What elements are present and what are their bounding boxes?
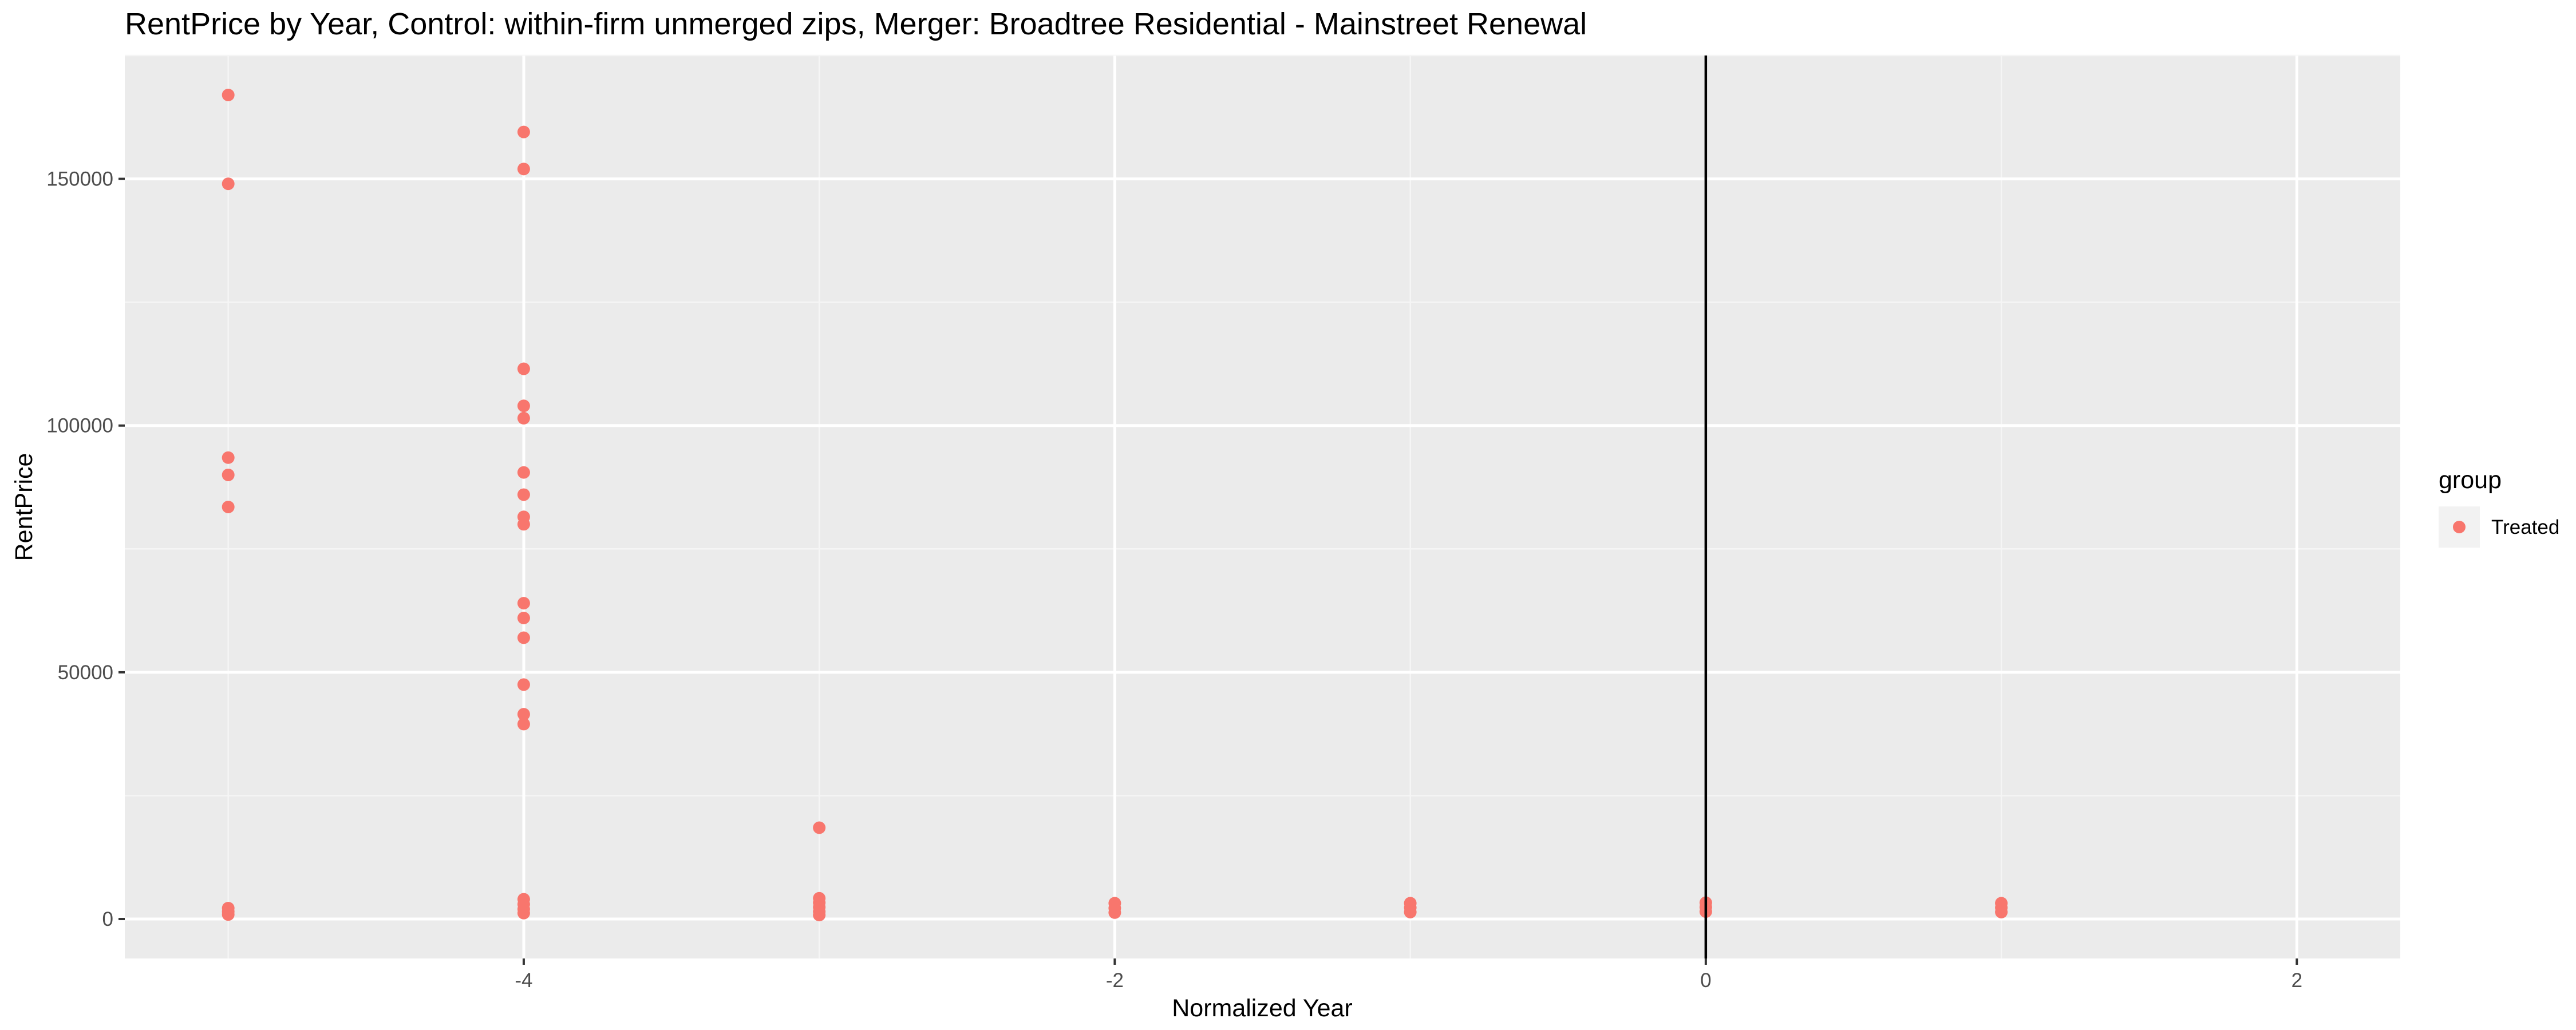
- data-point: [517, 466, 530, 479]
- chart-title: RentPrice by Year, Control: within-firm …: [125, 7, 1587, 41]
- data-point: [517, 678, 530, 691]
- y-tick-label: 150000: [46, 168, 113, 191]
- x-tick-label: -4: [515, 969, 532, 992]
- plot-panel: [125, 56, 2400, 958]
- y-tick-label: 0: [102, 908, 113, 930]
- data-point: [222, 451, 235, 464]
- legend-title: group: [2439, 466, 2502, 494]
- data-point: [1108, 906, 1121, 919]
- y-axis-title: RentPrice: [10, 453, 38, 561]
- legend-label-treated: Treated: [2491, 516, 2559, 538]
- y-tick-label: 100000: [46, 415, 113, 437]
- data-point: [517, 518, 530, 531]
- data-point: [517, 125, 530, 138]
- y-tick-label: 50000: [58, 661, 113, 684]
- data-point: [222, 908, 235, 921]
- data-points: [222, 88, 2008, 922]
- data-point: [813, 821, 826, 834]
- x-axis-ticks: -4 -2 0 2: [515, 958, 2302, 992]
- x-tick-label: 2: [2291, 969, 2302, 992]
- data-point: [517, 906, 530, 920]
- legend: group Treated: [2439, 466, 2559, 548]
- data-point: [222, 501, 235, 513]
- x-tick-label: 0: [1700, 969, 1711, 992]
- legend-key-dot: [2453, 521, 2466, 533]
- data-point: [517, 362, 530, 375]
- data-point: [517, 718, 530, 731]
- data-point: [517, 163, 530, 176]
- data-point: [517, 631, 530, 644]
- y-axis-ticks: 0 50000 100000 150000: [46, 168, 125, 930]
- data-point: [1404, 905, 1417, 918]
- x-tick-label: -2: [1106, 969, 1124, 992]
- x-axis-title: Normalized Year: [1172, 995, 1353, 1022]
- data-point: [517, 399, 530, 413]
- data-point: [517, 612, 530, 625]
- data-point: [517, 597, 530, 610]
- data-point: [222, 177, 235, 191]
- minor-gridlines: [125, 54, 2400, 958]
- data-point: [517, 708, 530, 721]
- data-point: [222, 468, 235, 481]
- data-point: [222, 88, 235, 101]
- data-point: [517, 411, 530, 425]
- data-point: [813, 909, 826, 922]
- data-point: [1995, 905, 2008, 918]
- data-point: [517, 488, 530, 501]
